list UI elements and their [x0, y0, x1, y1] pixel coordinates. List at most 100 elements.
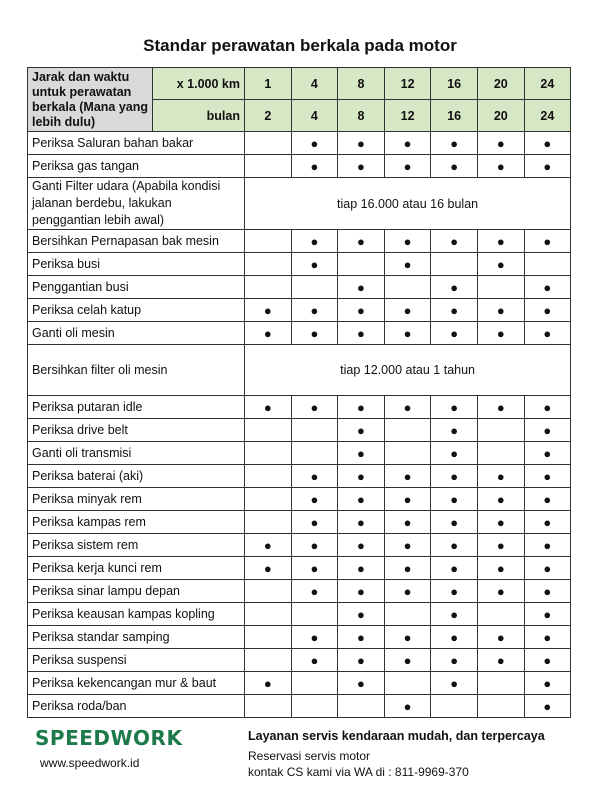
check-dot: ● — [430, 625, 478, 649]
check-dot: ● — [337, 533, 385, 557]
check-dot: ● — [523, 321, 572, 345]
table-row: Bersihkan filter oli mesin tiap 12.000 at… — [27, 344, 572, 396]
check-dot: ● — [337, 487, 385, 511]
check-dot: ● — [290, 252, 339, 276]
empty-cell — [244, 229, 292, 253]
empty-cell — [337, 694, 385, 718]
empty-cell — [244, 625, 292, 649]
table-row: Periksa roda/ban ● ● — [27, 694, 572, 718]
check-dot: ● — [476, 533, 525, 557]
check-dot: ● — [337, 418, 385, 442]
empty-cell — [383, 671, 432, 695]
empty-cell — [383, 275, 432, 299]
service-item-label: Periksa kerja kunci rem — [27, 556, 245, 580]
check-dot: ● — [430, 395, 478, 419]
check-dot: ● — [476, 648, 525, 672]
check-dot: ● — [337, 625, 385, 649]
check-dot: ● — [430, 229, 478, 253]
empty-cell — [244, 694, 292, 718]
check-dot: ● — [383, 533, 432, 557]
month-value: 8 — [337, 99, 385, 132]
km-value: 16 — [430, 67, 478, 100]
table-row: Bersihkan Pernapasan bak mesin ● ● ● ● ● ● — [27, 229, 572, 253]
check-dot: ● — [523, 602, 572, 626]
check-dot: ● — [383, 298, 432, 322]
service-item-label: Periksa suspensi — [27, 648, 245, 672]
table-row: Periksa putaran idle ● ● ● ● ● ● ● — [27, 395, 572, 419]
service-item-label: Periksa keausan kampas kopling — [27, 602, 245, 626]
table-row: Ganti oli mesin ● ● ● ● ● ● ● — [27, 321, 572, 345]
check-dot: ● — [523, 556, 572, 580]
empty-cell — [290, 694, 339, 718]
header-label: Jarak dan waktu untuk perawatan berkala … — [27, 67, 153, 132]
empty-cell — [337, 252, 385, 276]
empty-cell — [383, 602, 432, 626]
table-row: Periksa drive belt ● ● ● — [27, 418, 572, 442]
tagline: Layanan servis kendaraan mudah, dan terp… — [248, 729, 545, 743]
empty-cell — [476, 275, 525, 299]
empty-cell — [244, 510, 292, 534]
check-dot: ● — [430, 579, 478, 603]
check-dot: ● — [290, 298, 339, 322]
check-dot: ● — [430, 464, 478, 488]
check-dot: ● — [430, 648, 478, 672]
check-dot: ● — [383, 579, 432, 603]
month-value: 20 — [476, 99, 525, 132]
empty-cell — [476, 694, 525, 718]
check-dot: ● — [523, 395, 572, 419]
check-dot: ● — [523, 533, 572, 557]
check-dot: ● — [430, 321, 478, 345]
empty-cell — [244, 275, 292, 299]
table-row: Periksa gas tangan ● ● ● ● ● ● — [27, 154, 572, 178]
empty-cell — [476, 441, 525, 465]
empty-cell — [383, 441, 432, 465]
check-dot: ● — [337, 464, 385, 488]
empty-cell — [244, 464, 292, 488]
check-dot: ● — [523, 671, 572, 695]
check-dot: ● — [337, 229, 385, 253]
check-dot: ● — [430, 154, 478, 178]
maintenance-schedule-table: Jarak dan waktu untuk perawatan berkala … — [27, 67, 572, 718]
service-item-label: Periksa baterai (aki) — [27, 464, 245, 488]
table-row: Periksa Saluran bahan bakar ● ● ● ● ● ● — [27, 131, 572, 155]
service-item-label: Bersihkan filter oli mesin — [27, 344, 245, 396]
check-dot: ● — [337, 131, 385, 155]
km-value: 20 — [476, 67, 525, 100]
website-link[interactable]: www.speedwork.id — [40, 756, 140, 770]
empty-cell — [244, 131, 292, 155]
check-dot: ● — [476, 556, 525, 580]
check-dot: ● — [523, 418, 572, 442]
service-item-label: Periksa celah katup — [27, 298, 245, 322]
check-dot: ● — [337, 671, 385, 695]
header-row-km: Jarak dan waktu untuk perawatan berkala … — [27, 67, 572, 132]
check-dot: ● — [430, 487, 478, 511]
empty-cell — [523, 252, 572, 276]
service-item-label: Periksa roda/ban — [27, 694, 245, 718]
interval-note: tiap 16.000 atau 16 bulan — [243, 177, 572, 230]
check-dot: ● — [476, 154, 525, 178]
table-row: Penggantian busi ● ● ● — [27, 275, 572, 299]
check-dot: ● — [476, 510, 525, 534]
check-dot: ● — [523, 487, 572, 511]
table-row: Periksa kerja kunci rem ● ● ● ● ● ● ● — [27, 556, 572, 580]
check-dot: ● — [523, 648, 572, 672]
check-dot: ● — [383, 648, 432, 672]
check-dot: ● — [290, 648, 339, 672]
check-dot: ● — [337, 154, 385, 178]
table-row: Ganti Filter udara (Apabila kondisi jala… — [27, 177, 572, 230]
check-dot: ● — [290, 533, 339, 557]
check-dot: ● — [290, 556, 339, 580]
service-item-label: Periksa gas tangan — [27, 154, 245, 178]
empty-cell — [244, 154, 292, 178]
check-dot: ● — [290, 154, 339, 178]
check-dot: ● — [337, 510, 385, 534]
check-dot: ● — [430, 510, 478, 534]
month-value: 4 — [290, 99, 339, 132]
check-dot: ● — [383, 131, 432, 155]
table-row: Periksa baterai (aki) ● ● ● ● ● ● — [27, 464, 572, 488]
check-dot: ● — [523, 441, 572, 465]
month-value: 16 — [430, 99, 478, 132]
contact-text: kontak CS kami via WA di : 811-9969-370 — [248, 765, 469, 779]
reservation-text: Reservasi servis motor — [248, 749, 371, 763]
check-dot: ● — [337, 275, 385, 299]
